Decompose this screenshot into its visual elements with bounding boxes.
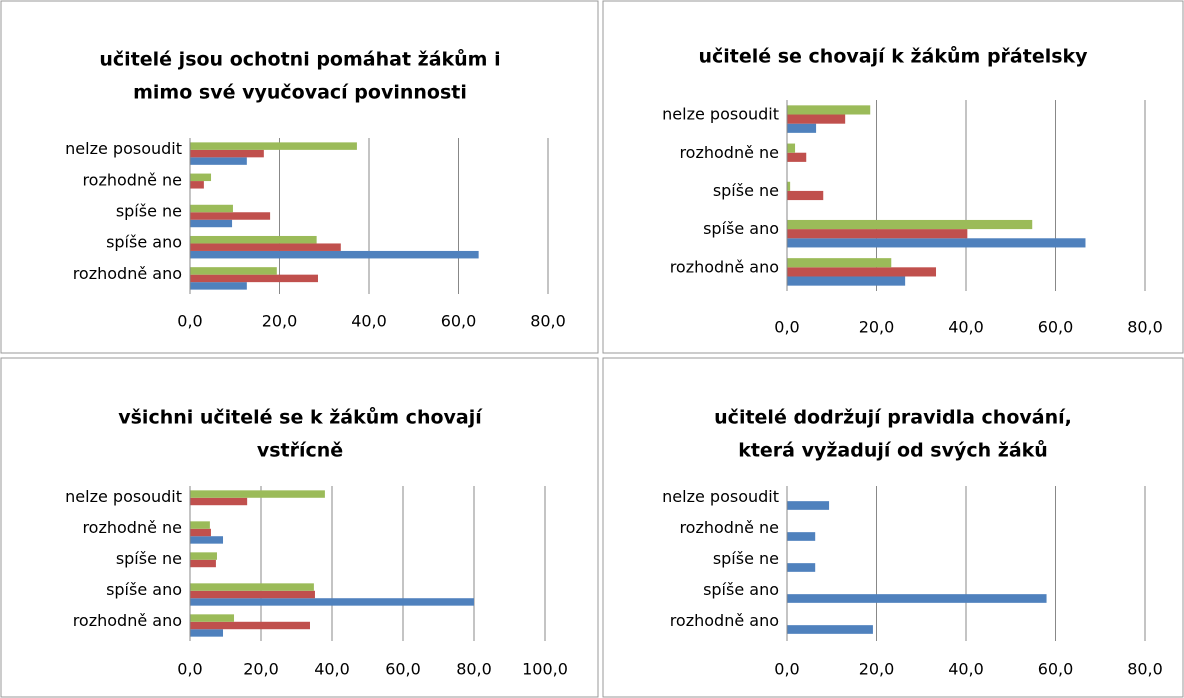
x-tick-label: 80,0 (456, 660, 492, 679)
bar (190, 598, 474, 606)
y-tick-label: rozhodně ano (73, 611, 182, 630)
panel (602, 0, 1184, 354)
chart-title: učitelé jsou ochotni pomáhat žákům i (99, 48, 500, 71)
bar (787, 563, 816, 572)
y-tick-label: rozhodně ne (679, 518, 779, 537)
x-tick-label: 0,0 (177, 660, 202, 679)
bar (190, 583, 314, 591)
bar (190, 621, 310, 630)
panel (602, 357, 1184, 698)
bar (787, 143, 796, 153)
y-tick-label: nelze posoudit (662, 105, 779, 124)
chart-title: která vyžadují od svých žáků (738, 439, 1048, 462)
x-tick-label: 60,0 (1038, 318, 1074, 337)
bar (190, 536, 224, 544)
x-tick-label: 40,0 (948, 318, 984, 337)
chart-title: mimo své vyučovací povinnosti (133, 82, 467, 104)
bar (787, 267, 937, 277)
x-tick-label: 20,0 (859, 660, 895, 679)
x-tick-label: 0,0 (774, 318, 799, 337)
chart-title: všichni učitelé se k žákům chovají (118, 406, 483, 429)
bar (787, 229, 968, 239)
y-tick-label: rozhodně ano (670, 611, 779, 630)
bar (190, 490, 325, 498)
chart-title: učitelé se chovají k žákům přátelsky (698, 45, 1088, 68)
y-tick-label: rozhodně ne (679, 143, 779, 162)
x-tick-label: 60,0 (385, 660, 421, 679)
bar (787, 238, 1086, 248)
y-tick-label: spíše ano (703, 580, 779, 599)
bar (190, 142, 357, 150)
bar (190, 149, 264, 158)
chart-title: vstřícně (257, 440, 343, 462)
bar (787, 276, 906, 286)
bar (190, 173, 212, 182)
chart-title: učitelé dodržují pravidla chování, (714, 407, 1072, 429)
x-tick-label: 80,0 (530, 312, 566, 331)
bar (190, 614, 235, 622)
panel (0, 0, 599, 354)
bar (190, 204, 233, 213)
x-tick-label: 100,0 (522, 660, 568, 679)
x-tick-label: 40,0 (314, 660, 350, 679)
y-tick-label: rozhodně ne (82, 518, 182, 537)
bar (190, 219, 233, 228)
bar (190, 629, 224, 637)
bar (787, 105, 871, 115)
bar (190, 528, 211, 537)
bar (190, 235, 317, 244)
x-tick-label: 0,0 (774, 660, 799, 679)
bar (190, 590, 315, 599)
bar (190, 274, 318, 283)
x-tick-label: 20,0 (859, 318, 895, 337)
x-tick-label: 80,0 (1127, 660, 1163, 679)
bar (190, 497, 248, 506)
x-tick-label: 20,0 (243, 660, 279, 679)
bar (787, 625, 873, 634)
bar (190, 243, 341, 251)
bar (190, 267, 277, 275)
bar (190, 559, 216, 568)
bar (787, 219, 1033, 230)
x-tick-label: 0,0 (177, 312, 202, 331)
bar (787, 181, 791, 191)
panel (0, 357, 599, 698)
y-tick-label: nelze posoudit (65, 487, 182, 506)
y-tick-label: rozhodně ano (670, 257, 779, 276)
y-tick-label: spíše ano (106, 580, 182, 599)
bar (787, 594, 1047, 603)
y-tick-label: rozhodně ano (73, 264, 182, 283)
bar (190, 552, 217, 560)
bar (787, 190, 824, 201)
bar (787, 532, 816, 541)
x-tick-label: 40,0 (351, 312, 387, 331)
y-tick-label: spíše ano (703, 219, 779, 238)
bar (787, 152, 807, 162)
x-tick-label: 60,0 (441, 312, 477, 331)
y-tick-label: spíše ano (106, 233, 182, 252)
bar (787, 501, 830, 510)
bar (190, 157, 247, 165)
y-tick-label: spíše ne (116, 549, 182, 568)
bar (190, 521, 210, 529)
y-tick-label: spíše ne (713, 549, 779, 568)
y-tick-label: spíše ne (713, 181, 779, 200)
bar (190, 212, 271, 220)
x-tick-label: 60,0 (1038, 660, 1074, 679)
bar (787, 123, 817, 133)
y-tick-label: nelze posoudit (662, 487, 779, 506)
bar (190, 282, 247, 290)
x-tick-label: 20,0 (262, 312, 298, 331)
bar (190, 181, 204, 189)
x-tick-label: 80,0 (1127, 318, 1163, 337)
y-tick-label: spíše ne (116, 202, 182, 221)
bar (190, 250, 479, 259)
y-tick-label: rozhodně ne (82, 170, 182, 189)
x-tick-label: 40,0 (948, 660, 984, 679)
y-tick-label: nelze posoudit (65, 139, 182, 158)
bar (787, 258, 892, 268)
bar (787, 114, 846, 124)
